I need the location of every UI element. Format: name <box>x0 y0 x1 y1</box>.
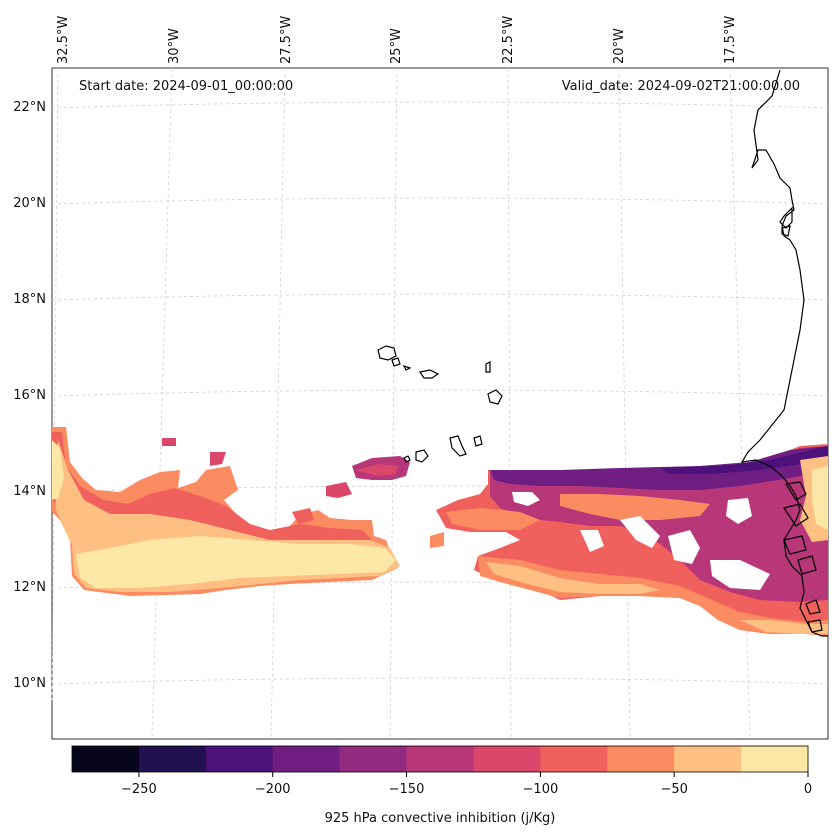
island-santiago <box>449 435 467 457</box>
colorbar-swatch-8 <box>607 746 675 772</box>
colorbar-swatch-5 <box>406 746 474 772</box>
contour-band-east-dark <box>490 446 828 490</box>
island-boa-vista <box>487 389 503 405</box>
island-santo-antao <box>377 345 397 361</box>
colorbar-swatches <box>72 746 809 772</box>
colorbar-swatch-2 <box>205 746 274 772</box>
island-sal <box>485 361 491 373</box>
island-maio <box>473 435 483 447</box>
colorbar-swatch-1 <box>138 746 207 772</box>
lon-label-20w: 20°W <box>612 28 627 64</box>
cin-filled-contours <box>52 427 828 636</box>
lat-label-16n: 16°N <box>13 388 46 403</box>
lon-label-30w: 30°W <box>167 28 182 64</box>
colorbar-swatch-7 <box>540 746 608 772</box>
lon-label-27-5w: 27.5°W <box>279 16 294 64</box>
valid-date-label: Valid_date: 2024-09-02T21:00:00.00 <box>562 79 800 94</box>
lon-label-25w: 25°W <box>389 28 404 64</box>
colorbar-swatch-0 <box>72 746 140 772</box>
contour-west-edge <box>52 440 64 500</box>
colorbar-tick-minus200: −200 <box>255 782 291 797</box>
start-date-label: Start date: 2024-09-01_00:00:00 <box>79 79 293 94</box>
colorbar-tick-minus100: −100 <box>523 782 559 797</box>
lon-label-32-5w: 32.5°W <box>56 16 71 64</box>
lat-label-20n: 20°N <box>13 196 46 211</box>
lat-label-22n: 22°N <box>13 100 46 115</box>
colorbar-ticks <box>138 772 809 777</box>
lon-label-22-5w: 22.5°W <box>501 16 516 64</box>
colorbar-tick-minus150: −150 <box>389 782 425 797</box>
coastlines <box>377 69 828 637</box>
lat-label-14n: 14°N <box>13 484 46 499</box>
colorbar-swatch-9 <box>674 746 742 772</box>
colorbar-tick-minus250: −250 <box>121 782 157 797</box>
colorbar-swatch-4 <box>339 746 408 772</box>
colorbar-swatch-3 <box>272 746 341 772</box>
contour-band-west-core <box>76 536 396 588</box>
longitude-labels: 32.5°W 30°W 27.5°W 25°W 22.5°W 20°W 17.5… <box>56 16 738 64</box>
colorbar-swatch-10 <box>741 746 809 772</box>
island-sao-nicolau <box>419 369 440 379</box>
map-frame <box>51 67 829 740</box>
colorbar-tick-minus50: −50 <box>660 782 687 797</box>
colorbar-label: 925 hPa convective inhibition (j/Kg) <box>325 811 556 826</box>
lat-label-12n: 12°N <box>13 580 46 595</box>
contour-band-east-darkest <box>660 446 828 474</box>
african-coastline <box>740 69 828 637</box>
island-santa-luzia <box>402 364 412 371</box>
contour-east-south-tail <box>478 556 828 636</box>
island-sao-vicente <box>391 357 401 367</box>
colorbar: −250 −200 −150 −100 −50 0 925 hPa convec… <box>71 745 812 826</box>
lon-label-17-5w: 17.5°W <box>723 16 738 64</box>
island-brava <box>403 455 411 463</box>
colorbar-swatch-6 <box>473 746 541 772</box>
latitude-labels: 22°N 20°N 18°N 16°N 14°N 12°N 10°N <box>13 100 46 691</box>
island-fogo <box>415 449 429 463</box>
colorbar-outline <box>71 745 809 773</box>
lat-label-18n: 18°N <box>13 292 46 307</box>
colorbar-tick-0: 0 <box>804 782 812 797</box>
lat-label-10n: 10°N <box>13 676 46 691</box>
